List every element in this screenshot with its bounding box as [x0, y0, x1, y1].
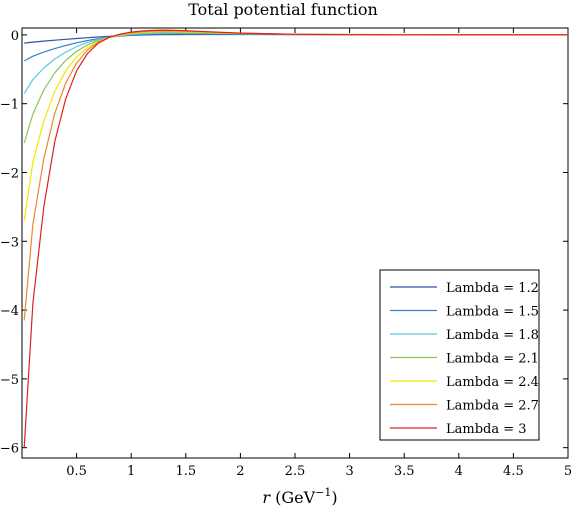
legend-box	[379, 269, 540, 441]
legend-label: Lambda = 2.4	[446, 375, 539, 390]
x-axis-label-open-paren: (	[270, 488, 281, 507]
x-tick-label: 1.5	[175, 464, 196, 479]
x-tick-label: 4.5	[503, 464, 524, 479]
x-tick-label: 4	[455, 464, 463, 479]
x-axis-label-unit: GeV	[281, 488, 315, 507]
x-tick-label: 1	[127, 464, 135, 479]
legend-label: Lambda = 1.5	[446, 305, 539, 320]
x-tick-label: 0.5	[66, 464, 87, 479]
legend: Lambda = 1.2 Lambda = 1.5 Lambda = 1.8 Lamb…	[379, 269, 540, 441]
series-line-7	[23, 29, 568, 448]
x-axis-ticks: 0.5 1 1.5 2 2.5 3 3.5 4 4.5 5	[66, 28, 572, 479]
legend-label: Lambda = 3	[446, 422, 527, 437]
legend-label: Lambda = 2.1	[446, 352, 539, 367]
x-tick-label: 5	[564, 464, 572, 479]
x-axis-label-exponent: −1	[315, 486, 331, 499]
x-axis-label-symbol: r	[262, 488, 271, 507]
legend-label: Lambda = 1.8	[446, 328, 539, 343]
y-tick-label: 0	[11, 29, 19, 44]
x-axis-label: r (GeV−1)	[262, 486, 337, 507]
y-tick-label: −5	[0, 373, 19, 388]
y-tick-label: −2	[0, 166, 19, 181]
x-axis-label-close-paren: )	[331, 488, 337, 507]
legend-label: Lambda = 1.2	[446, 281, 539, 296]
y-tick-label: −6	[0, 442, 19, 457]
x-tick-label: 2.5	[285, 464, 306, 479]
y-tick-label: −4	[0, 304, 19, 319]
legend-items: Lambda = 1.2 Lambda = 1.5 Lambda = 1.8 Lamb…	[390, 281, 539, 437]
y-axis-ticks: 0 −1 −2 −3 −4 −5 −6	[0, 29, 568, 457]
series-lines	[23, 29, 569, 448]
chart-title: Total potential function	[188, 0, 378, 19]
x-tick-label: 2	[236, 464, 244, 479]
y-tick-label: −1	[0, 98, 19, 113]
x-tick-label: 3	[345, 464, 353, 479]
y-tick-label: −3	[0, 235, 19, 250]
legend-label: Lambda = 2.7	[446, 399, 539, 414]
x-tick-label: 3.5	[394, 464, 415, 479]
